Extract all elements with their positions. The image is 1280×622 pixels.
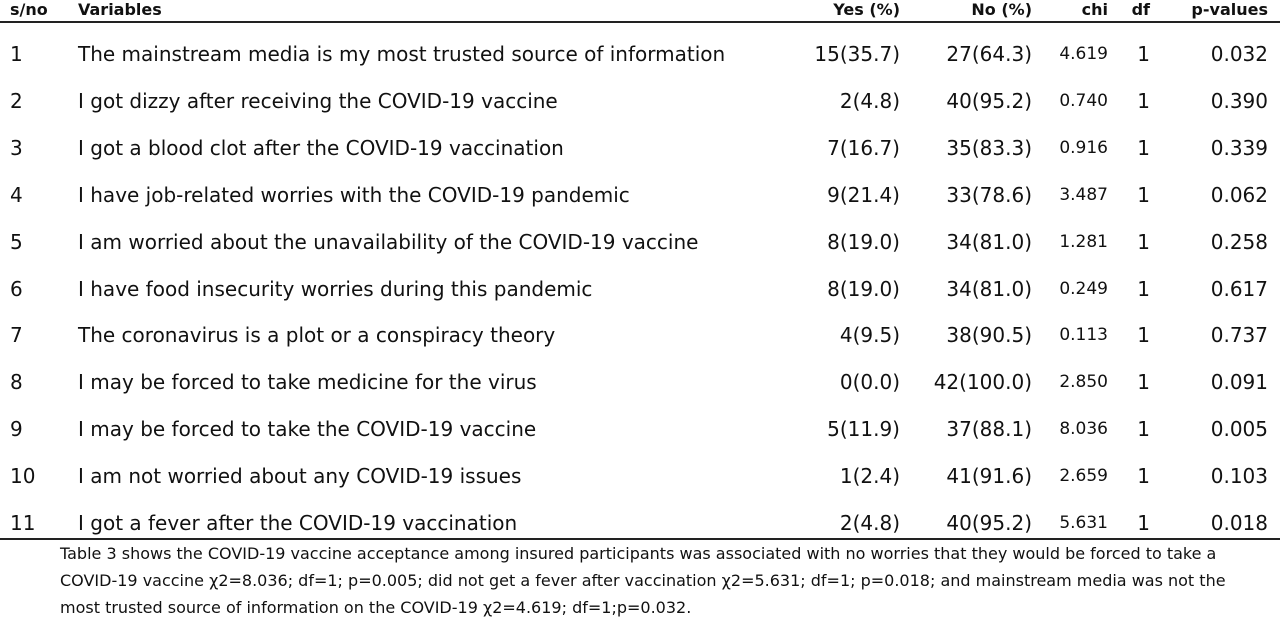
no-percent: 34(81.0) bbox=[946, 229, 1032, 254]
chi: chi bbox=[1081, 0, 1108, 19]
variable: I got dizzy after receiving the COVID-19… bbox=[78, 88, 558, 113]
variable: I have food insecurity worries during th… bbox=[78, 276, 593, 301]
df: 1 bbox=[1137, 370, 1150, 395]
yes-percent: 9(21.4) bbox=[827, 182, 900, 207]
df: 1 bbox=[1137, 229, 1150, 254]
variable: Variables bbox=[78, 0, 162, 19]
p-value: 0.390 bbox=[1210, 88, 1268, 113]
serial-number: 4 bbox=[10, 182, 23, 207]
no-percent: 37(88.1) bbox=[946, 417, 1032, 442]
yes-percent: 4(9.5) bbox=[839, 323, 900, 348]
chi: 2.850 bbox=[1059, 372, 1108, 393]
yes-percent: 8(19.0) bbox=[827, 276, 900, 301]
yes-percent: 5(11.9) bbox=[827, 417, 900, 442]
chi: 0.113 bbox=[1059, 325, 1108, 346]
serial-number: 9 bbox=[10, 417, 23, 442]
no-percent: 38(90.5) bbox=[946, 323, 1032, 348]
variable: I may be forced to take medicine for the… bbox=[78, 370, 537, 395]
serial-number: 6 bbox=[10, 276, 23, 301]
variable: I am not worried about any COVID-19 issu… bbox=[78, 464, 522, 489]
no-percent: 40(95.2) bbox=[946, 511, 1032, 535]
p-value: 0.617 bbox=[1210, 276, 1268, 301]
chi: 0.249 bbox=[1059, 278, 1108, 299]
p-value: p-values bbox=[1191, 0, 1268, 19]
serial-number: 3 bbox=[10, 135, 23, 160]
df: 1 bbox=[1137, 464, 1150, 489]
serial-number: 10 bbox=[10, 464, 36, 489]
p-value: 0.103 bbox=[1210, 464, 1268, 489]
yes-percent: Yes (%) bbox=[833, 0, 900, 19]
serial-number: 1 bbox=[10, 42, 23, 66]
no-percent: 27(64.3) bbox=[946, 42, 1032, 66]
no-percent: No (%) bbox=[971, 0, 1032, 19]
yes-percent: 0(0.0) bbox=[839, 370, 900, 395]
chi: 8.036 bbox=[1059, 419, 1108, 440]
serial-number: 2 bbox=[10, 88, 23, 113]
no-percent: 33(78.6) bbox=[946, 182, 1032, 207]
chi: 0.740 bbox=[1059, 90, 1108, 111]
serial-number: 11 bbox=[10, 511, 36, 535]
variable: I have job-related worries with the COVI… bbox=[78, 182, 630, 207]
yes-percent: 15(35.7) bbox=[814, 42, 900, 66]
serial-number: 8 bbox=[10, 370, 23, 395]
chi: 4.619 bbox=[1059, 44, 1108, 64]
no-percent: 34(81.0) bbox=[946, 276, 1032, 301]
yes-percent: 2(4.8) bbox=[839, 88, 900, 113]
variable: I may be forced to take the COVID-19 vac… bbox=[78, 417, 537, 442]
chi: 2.659 bbox=[1059, 466, 1108, 487]
df: 1 bbox=[1137, 511, 1150, 535]
chi: 0.916 bbox=[1059, 137, 1108, 158]
variable: The coronavirus is a plot or a conspirac… bbox=[78, 323, 556, 348]
p-value: 0.091 bbox=[1210, 370, 1268, 395]
no-percent: 40(95.2) bbox=[946, 88, 1032, 113]
p-value: 0.339 bbox=[1210, 135, 1268, 160]
df: df bbox=[1131, 0, 1150, 19]
df: 1 bbox=[1137, 276, 1150, 301]
p-value: 0.018 bbox=[1210, 511, 1268, 535]
p-value: 0.062 bbox=[1210, 182, 1268, 207]
p-value: 0.032 bbox=[1210, 42, 1268, 66]
header-rule bbox=[0, 21, 1280, 23]
chi: 1.281 bbox=[1059, 231, 1108, 252]
table-note: Table 3 shows the COVID-19 vaccine accep… bbox=[60, 544, 1226, 617]
yes-percent: 7(16.7) bbox=[827, 135, 900, 160]
df: 1 bbox=[1137, 88, 1150, 113]
yes-percent: 2(4.8) bbox=[839, 511, 900, 535]
serial-number: 5 bbox=[10, 229, 23, 254]
chi: 5.631 bbox=[1059, 513, 1108, 533]
yes-percent: 8(19.0) bbox=[827, 229, 900, 254]
variable: I am worried about the unavailability of… bbox=[78, 229, 699, 254]
serial-number: 7 bbox=[10, 323, 23, 348]
df: 1 bbox=[1137, 42, 1150, 66]
df: 1 bbox=[1137, 417, 1150, 442]
no-percent: 41(91.6) bbox=[946, 464, 1032, 489]
bottom-rule bbox=[0, 538, 1280, 540]
df: 1 bbox=[1137, 182, 1150, 207]
serial-number: s/no bbox=[10, 0, 48, 19]
yes-percent: 1(2.4) bbox=[839, 464, 900, 489]
chi: 3.487 bbox=[1059, 184, 1108, 205]
df: 1 bbox=[1137, 323, 1150, 348]
no-percent: 35(83.3) bbox=[946, 135, 1032, 160]
p-value: 0.737 bbox=[1210, 323, 1268, 348]
variable: I got a blood clot after the COVID-19 va… bbox=[78, 135, 564, 160]
variable: The mainstream media is my most trusted … bbox=[78, 42, 726, 66]
variable: I got a fever after the COVID-19 vaccina… bbox=[78, 511, 518, 535]
p-value: 0.258 bbox=[1210, 229, 1268, 254]
no-percent: 42(100.0) bbox=[933, 370, 1032, 395]
p-value: 0.005 bbox=[1210, 417, 1268, 442]
df: 1 bbox=[1137, 135, 1150, 160]
